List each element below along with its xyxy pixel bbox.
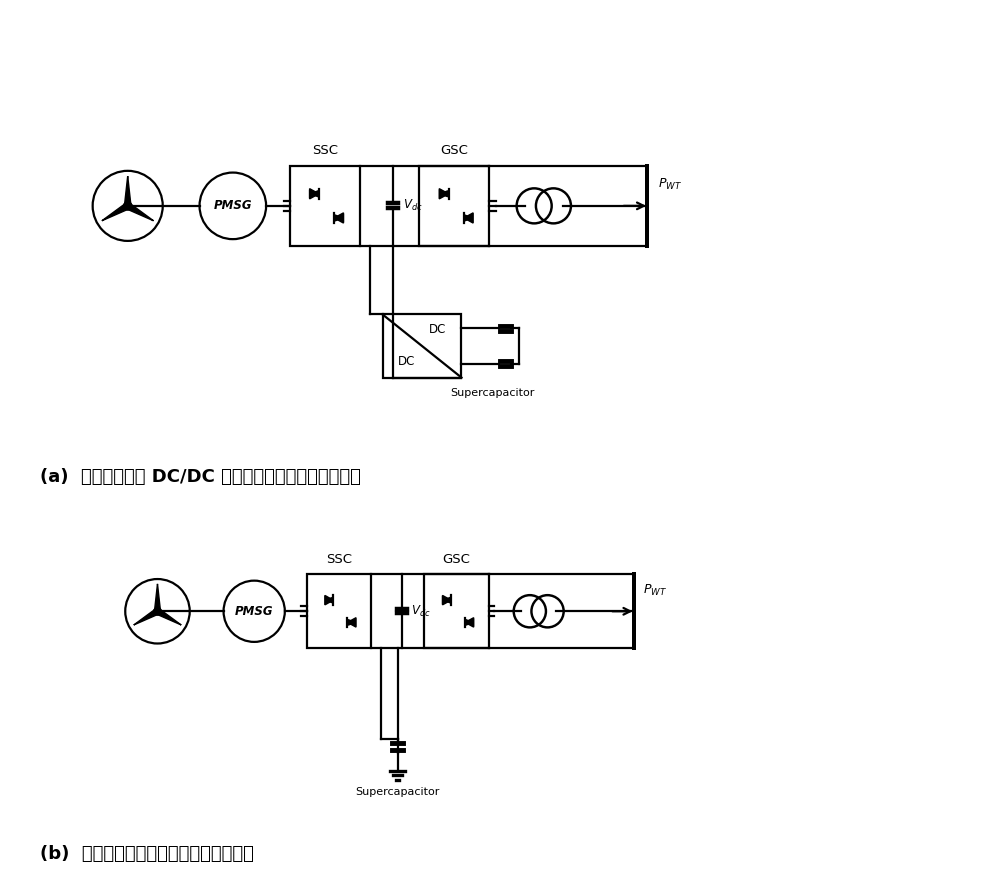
- Polygon shape: [335, 215, 343, 221]
- Polygon shape: [134, 609, 159, 625]
- Polygon shape: [464, 213, 473, 223]
- Polygon shape: [465, 215, 472, 221]
- Polygon shape: [126, 203, 153, 221]
- Polygon shape: [348, 619, 355, 625]
- Polygon shape: [156, 609, 181, 625]
- Polygon shape: [310, 188, 319, 199]
- Polygon shape: [347, 618, 356, 627]
- Text: (b)  超级电容直接接入风机背靠背变流器: (b) 超级电容直接接入风机背靠背变流器: [40, 845, 254, 863]
- Polygon shape: [466, 619, 473, 625]
- Circle shape: [124, 201, 132, 209]
- Text: SSC: SSC: [312, 144, 338, 157]
- Text: $V_{dc}$: $V_{dc}$: [411, 604, 430, 618]
- Text: GSC: GSC: [443, 553, 470, 566]
- Bar: [424, 574, 489, 648]
- Bar: [383, 314, 461, 378]
- Text: SSC: SSC: [326, 553, 352, 566]
- Text: Supercapacitor: Supercapacitor: [450, 388, 534, 398]
- Polygon shape: [465, 618, 474, 627]
- Polygon shape: [310, 191, 318, 197]
- Polygon shape: [443, 597, 450, 603]
- Circle shape: [154, 608, 161, 615]
- Polygon shape: [154, 584, 161, 611]
- Circle shape: [124, 201, 132, 209]
- Polygon shape: [326, 597, 333, 603]
- Text: PMSG: PMSG: [214, 200, 252, 212]
- Bar: [290, 166, 360, 246]
- Polygon shape: [102, 203, 129, 221]
- Polygon shape: [439, 188, 449, 199]
- Text: $P_{WT}$: $P_{WT}$: [643, 583, 668, 598]
- Text: $V_{dc}$: $V_{dc}$: [403, 198, 422, 214]
- Polygon shape: [443, 596, 451, 604]
- Bar: [419, 166, 489, 246]
- Polygon shape: [440, 191, 448, 197]
- Text: DC: DC: [398, 356, 415, 368]
- Text: $P_{WT}$: $P_{WT}$: [658, 177, 682, 192]
- Text: PMSG: PMSG: [235, 604, 273, 618]
- Polygon shape: [124, 176, 131, 206]
- Text: Supercapacitor: Supercapacitor: [355, 787, 440, 797]
- Polygon shape: [325, 596, 333, 604]
- Text: DC: DC: [429, 323, 446, 336]
- Text: GSC: GSC: [441, 144, 468, 157]
- Text: (a)  超级电容通过 DC/DC 变流器接入风机背靠背变流器: (a) 超级电容通过 DC/DC 变流器接入风机背靠背变流器: [40, 469, 361, 486]
- Bar: [307, 574, 371, 648]
- Polygon shape: [334, 213, 343, 223]
- Circle shape: [154, 608, 161, 615]
